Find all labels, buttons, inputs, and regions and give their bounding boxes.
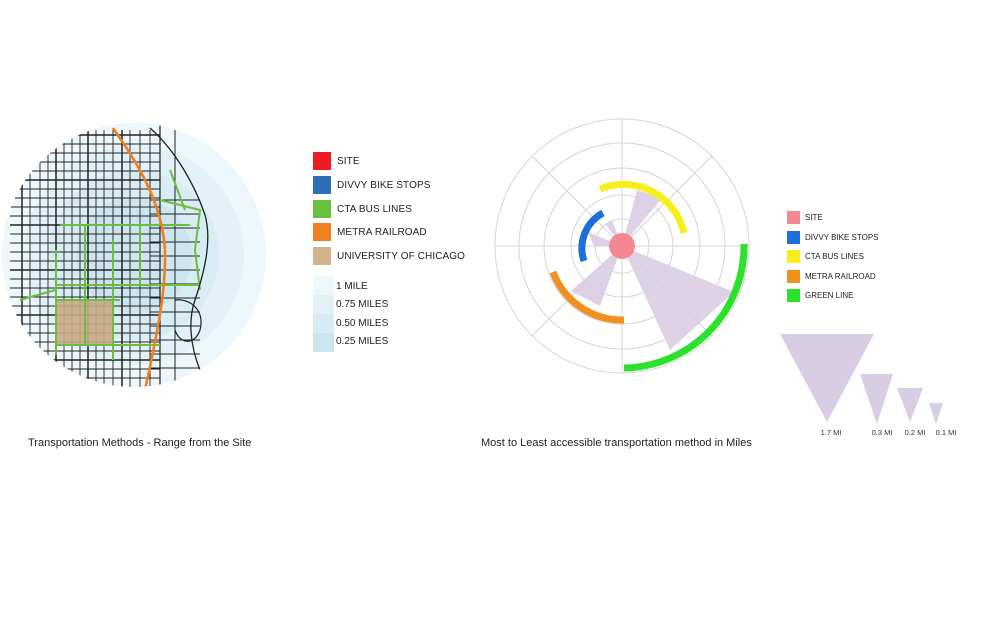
range-legend-swatches bbox=[313, 276, 334, 352]
range-label: 1 MILE bbox=[336, 281, 368, 292]
scale-label-0-3-mi: 0.3 MI bbox=[871, 428, 893, 437]
legend-item-divvy-bike-stops: DIVVY BIKE STOPS bbox=[313, 176, 431, 194]
wedge-green bbox=[622, 246, 734, 350]
legend-swatch bbox=[313, 152, 331, 170]
legend-item-cta-bus-lines: CTA BUS LINES bbox=[313, 200, 412, 218]
legend-swatch bbox=[787, 211, 800, 224]
legend-swatch bbox=[313, 223, 331, 241]
legend-label: CTA BUS LINES bbox=[805, 252, 864, 261]
range-item-0-50-miles: 0.50 MILES bbox=[336, 318, 388, 329]
arc-metra-railroad bbox=[549, 270, 625, 324]
arc-green-line bbox=[623, 243, 748, 372]
range-label: 0.50 MILES bbox=[336, 318, 389, 329]
scale-triangle-0-2-mi bbox=[897, 388, 923, 422]
scale-triangle-1-7-mi bbox=[780, 334, 874, 422]
scale-label-0-1-mi: 0.1 MI bbox=[935, 428, 957, 437]
radial-caption: Most to Least accessible transportation … bbox=[481, 437, 752, 449]
arc-cta-bus-lines bbox=[598, 180, 688, 234]
range-item-0-25-miles: 0.25 MILES bbox=[336, 336, 388, 347]
legend-swatch bbox=[313, 176, 331, 194]
radial-legend-item-green-line: GREEN LINE bbox=[787, 289, 853, 302]
scale-triangle-0-3-mi bbox=[860, 374, 893, 424]
range-label: 0.25 MILES bbox=[336, 336, 389, 347]
radial-legend-item-metra-railroad: METRA RAILROAD bbox=[787, 270, 876, 283]
legend-label: CTA BUS LINES bbox=[337, 203, 413, 215]
map-caption: Transportation Methods - Range from the … bbox=[28, 437, 252, 449]
legend-item-metra-railroad: METRA RAILROAD bbox=[313, 223, 427, 241]
radial-legend-item-site: SITE bbox=[787, 211, 823, 224]
mode-arcs bbox=[549, 180, 748, 372]
cta-bus-lines bbox=[19, 169, 202, 360]
legend-label: DIVVY BIKE STOPS bbox=[805, 233, 879, 242]
metra-railroad-line bbox=[111, 127, 167, 387]
legend-swatch bbox=[313, 247, 331, 265]
range-item-0-75-miles: 0.75 MILES bbox=[336, 299, 388, 310]
scale-label-1-7-mi: 1.7 MI bbox=[820, 428, 842, 437]
wedge-yellow bbox=[622, 190, 662, 246]
site-center-marker bbox=[609, 233, 635, 259]
radial-legend-item-cta-bus-lines: CTA BUS LINES bbox=[787, 250, 864, 263]
legend-item-site: SITE bbox=[313, 152, 360, 170]
legend-swatch bbox=[787, 289, 800, 302]
radial-legend-item-divvy-bike-stops: DIVVY BIKE STOPS bbox=[787, 231, 879, 244]
legend-label: SITE bbox=[337, 155, 360, 167]
wedge-orange bbox=[571, 246, 622, 306]
scale-label-0-2-mi: 0.2 MI bbox=[904, 428, 926, 437]
legend-label: DIVVY BIKE STOPS bbox=[337, 179, 431, 191]
distance-wedges bbox=[571, 190, 734, 350]
legend-swatch bbox=[787, 231, 800, 244]
legend-label: GREEN LINE bbox=[805, 291, 854, 300]
legend-swatch bbox=[787, 270, 800, 283]
legend-label: METRA RAILROAD bbox=[805, 272, 876, 281]
legend-swatch bbox=[787, 250, 800, 263]
scale-triangle-0-1-mi bbox=[929, 403, 943, 424]
range-label: 0.75 MILES bbox=[336, 299, 389, 310]
legend-label: SITE bbox=[805, 213, 823, 222]
arc-divvy-bike-stops bbox=[578, 209, 605, 263]
legend-item-university-of-chicago: UNIVERSITY OF CHICAGO bbox=[313, 247, 465, 265]
legend-swatch bbox=[313, 200, 331, 218]
legend-label: UNIVERSITY OF CHICAGO bbox=[337, 250, 466, 262]
range-item-1-mile: 1 MILE bbox=[336, 281, 368, 292]
legend-label: METRA RAILROAD bbox=[337, 226, 427, 238]
